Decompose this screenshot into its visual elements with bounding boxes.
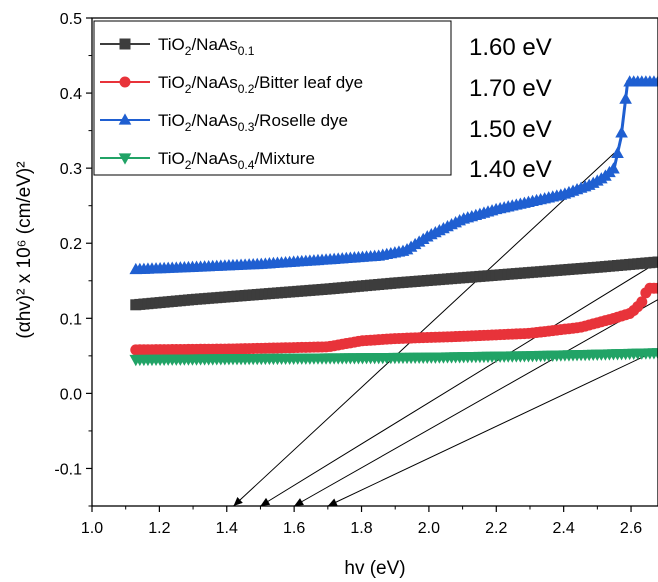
data-point — [652, 282, 658, 294]
y-tick-label: -0.1 — [54, 461, 82, 478]
x-axis-title: hv (eV) — [344, 558, 405, 579]
y-tick-label: 0.5 — [60, 11, 82, 28]
x-tick-label: 1.0 — [81, 520, 103, 537]
series-1 — [130, 256, 658, 311]
legend-marker — [119, 76, 131, 88]
legend-text-part: /Bitter leaf dye — [254, 73, 363, 92]
legend-marker — [118, 113, 132, 125]
arrowhead — [327, 498, 338, 506]
legend-text-part: /NaAs — [191, 73, 237, 92]
x-tick-label: 1.8 — [350, 520, 372, 537]
legend-subscript: 0.2 — [238, 82, 255, 96]
data-point — [607, 162, 620, 174]
legend-text-part: TiO — [158, 35, 185, 54]
series-2 — [130, 282, 658, 356]
ticks-layer: 1.0 1.2 1.4 1.6 1.8 2.0 2.2 2.4 2.6 -0.1 0.0 0.1 0.2… — [54, 11, 642, 537]
legend-entry-4: TiO2/NaAs0.4/Mixture — [100, 149, 315, 172]
legend-subscript: 2 — [185, 120, 192, 134]
legend-label: TiO2/NaAs0.3/Roselle dye — [158, 111, 348, 134]
legend-text-part: TiO — [158, 73, 185, 92]
legend-text-part: /Mixture — [254, 149, 314, 168]
series-4 — [129, 348, 658, 367]
legend-marker — [118, 153, 132, 165]
y-axis-title: (αhv)² x 10⁶ (cm/eV)² — [14, 161, 35, 338]
series-layer — [129, 75, 658, 367]
arrowhead — [260, 497, 271, 506]
tangent-line — [260, 261, 658, 507]
y-tick-label: 0.1 — [60, 311, 82, 328]
legend-subscript: 2 — [185, 158, 192, 172]
x-tick-label: 2.6 — [620, 520, 642, 537]
legend-text-part: /NaAs — [191, 149, 237, 168]
legend-text-part: TiO — [158, 149, 185, 168]
legend-subscript: 0.3 — [238, 120, 255, 134]
legend-entry-2: TiO2/NaAs0.2/Bitter leaf dye — [100, 73, 363, 96]
data-point — [652, 256, 658, 268]
x-tick-label: 2.0 — [418, 520, 440, 537]
y-tick-label: 0.0 — [60, 386, 82, 403]
arrowhead — [294, 498, 304, 506]
plot-frame — [91, 17, 658, 507]
legend-subscript: 0.1 — [238, 44, 255, 58]
y-tick-label: 0.4 — [60, 86, 82, 103]
data-point — [619, 92, 632, 104]
legend-box — [93, 20, 452, 176]
tangent-line — [327, 349, 658, 507]
data-point — [651, 75, 658, 87]
data-point — [611, 146, 624, 159]
energy-labels: 1.60 eV 1.70 eV 1.50 eV 1.40 eV — [469, 34, 552, 183]
legend-label: TiO2/NaAs0.2/Bitter leaf dye — [158, 73, 363, 96]
legend-entry-1: TiO2/NaAs0.1 — [100, 35, 255, 58]
energy-label-3: 1.50 eV — [469, 116, 552, 143]
x-tick-label: 2.2 — [485, 520, 507, 537]
energy-label-2: 1.70 eV — [469, 75, 552, 102]
data-point — [615, 126, 628, 138]
legend-subscript: 0.4 — [238, 158, 255, 172]
x-tick-label: 1.2 — [148, 520, 170, 537]
legend-text-part: /Roselle dye — [254, 111, 348, 130]
legend-subscript: 2 — [185, 44, 192, 58]
tangent-lines-layer — [233, 152, 658, 507]
y-tick-label: 0.3 — [60, 161, 82, 178]
legend-marker — [119, 38, 131, 50]
energy-label-4: 1.40 eV — [469, 156, 552, 183]
energy-label-1: 1.60 eV — [469, 34, 552, 61]
tangent-line — [233, 152, 615, 507]
legend-text-part: /NaAs — [191, 111, 237, 130]
arrowhead — [233, 496, 243, 506]
x-tick-label: 1.4 — [216, 520, 238, 537]
tangent-line — [293, 299, 658, 507]
legend-label: TiO2/NaAs0.1 — [158, 35, 255, 58]
data-point — [651, 348, 658, 360]
legend-subscript: 2 — [185, 82, 192, 96]
series-3 — [129, 75, 658, 275]
legend-text-part: /NaAs — [191, 35, 237, 54]
legend-text-part: TiO — [158, 111, 185, 130]
x-tick-label: 1.6 — [283, 520, 305, 537]
data-point — [636, 296, 648, 308]
y-tick-label: 0.2 — [60, 236, 82, 253]
legend-label: TiO2/NaAs0.4/Mixture — [158, 149, 315, 172]
legend-entry-3: TiO2/NaAs0.3/Roselle dye — [100, 111, 348, 134]
x-tick-label: 2.4 — [553, 520, 575, 537]
